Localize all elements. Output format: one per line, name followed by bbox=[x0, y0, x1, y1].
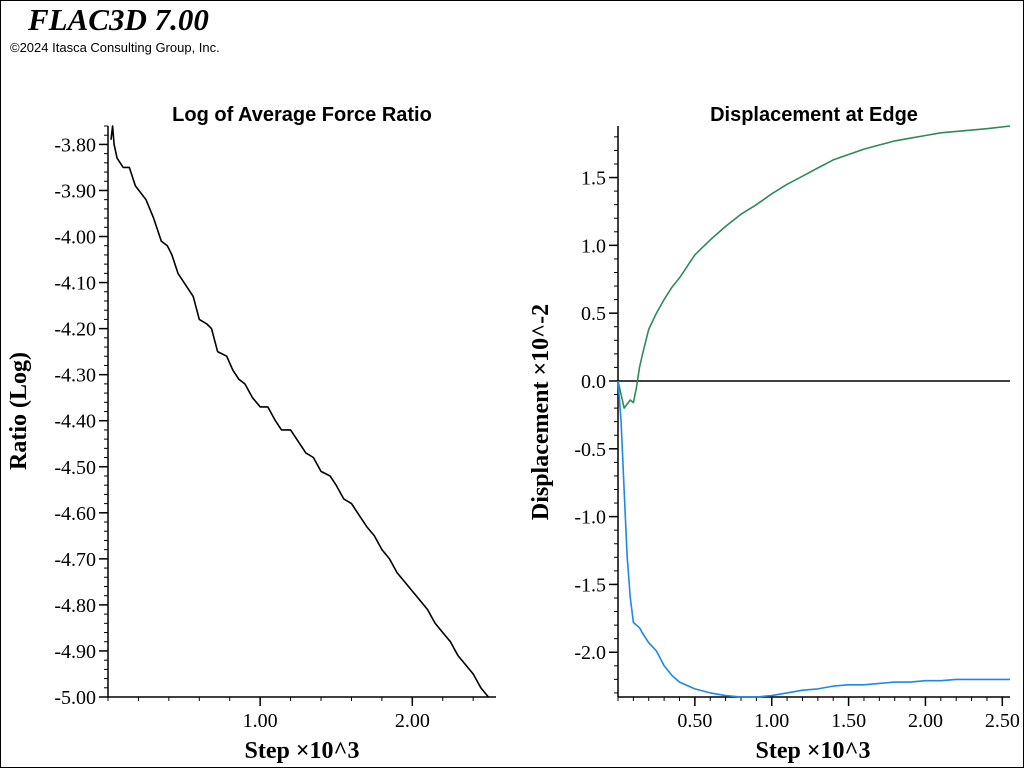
y-tick-label: 0.5 bbox=[581, 303, 606, 325]
chart-title: Log of Average Force Ratio bbox=[172, 104, 432, 126]
y-axis-label: Displacement ×10^-2 bbox=[528, 304, 554, 520]
copyright-notice: ©2024 Itasca Consulting Group, Inc. bbox=[10, 40, 220, 55]
x-tick-label: 1.00 bbox=[243, 710, 278, 732]
series-line-1 bbox=[617, 380, 1010, 698]
y-tick-label: -3.90 bbox=[54, 180, 96, 202]
y-tick-label: -4.60 bbox=[54, 503, 96, 525]
y-tick-label: -4.30 bbox=[54, 365, 96, 387]
y-tick-label: -5.00 bbox=[54, 687, 96, 709]
y-tick-label: 1.0 bbox=[581, 235, 606, 257]
y-tick-label: -1.0 bbox=[574, 507, 606, 529]
x-tick-label: 0.50 bbox=[677, 710, 712, 732]
y-tick-label: 1.5 bbox=[581, 168, 606, 190]
y-tick-label: -3.80 bbox=[54, 134, 96, 156]
y-tick-label: -4.20 bbox=[54, 319, 96, 341]
x-tick-label: 2.50 bbox=[985, 710, 1020, 732]
x-tick-label: 2.00 bbox=[395, 710, 430, 732]
y-tick-label: -4.40 bbox=[54, 411, 96, 433]
y-tick-label: -4.70 bbox=[54, 549, 96, 571]
y-tick-label: -4.90 bbox=[54, 641, 96, 663]
y-tick-label: -4.50 bbox=[54, 457, 96, 479]
y-tick-label: -4.80 bbox=[54, 595, 96, 617]
y-tick-label: 0.0 bbox=[581, 371, 606, 393]
chart-title: Displacement at Edge bbox=[710, 104, 918, 126]
series-line-0 bbox=[617, 125, 1011, 409]
y-tick-label: -4.10 bbox=[54, 273, 96, 295]
x-axis-label: Step ×10^3 bbox=[245, 738, 360, 764]
y-tick-label: -1.5 bbox=[574, 574, 606, 596]
y-tick-label: -0.5 bbox=[574, 439, 606, 461]
series-line-0 bbox=[110, 125, 490, 698]
y-axis-label: Ratio (Log) bbox=[6, 352, 32, 470]
x-tick-label: 2.00 bbox=[908, 710, 943, 732]
y-tick-label: -2.0 bbox=[574, 642, 606, 664]
y-tick-label: -4.00 bbox=[54, 227, 96, 249]
x-tick-label: 1.50 bbox=[831, 710, 866, 732]
x-tick-label: 1.00 bbox=[754, 710, 789, 732]
app-title: FLAC3D 7.00 bbox=[28, 2, 209, 37]
x-axis-label: Step ×10^3 bbox=[756, 738, 871, 764]
